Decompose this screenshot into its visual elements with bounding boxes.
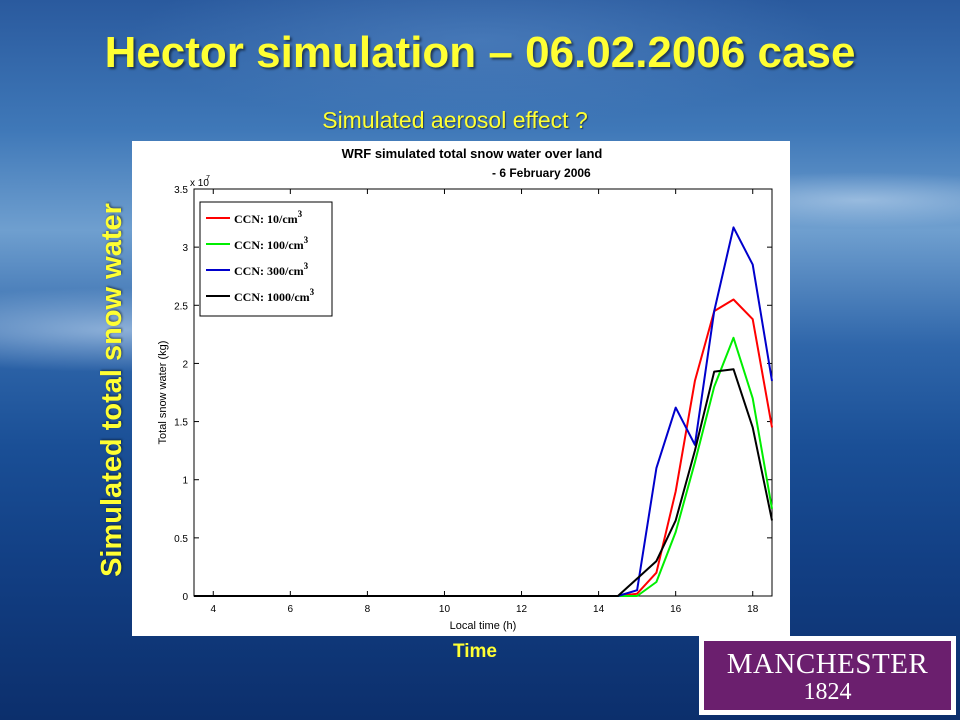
slide-title: Hector simulation – 06.02.2006 case: [104, 28, 856, 77]
university-logo: MANCHESTER 1824: [699, 636, 956, 715]
series-lines: [194, 226, 773, 597]
legend-label: CCN: 100/cm3: [234, 235, 309, 252]
x-tick-label: 6: [288, 604, 294, 615]
logo-name: MANCHESTER: [726, 648, 929, 680]
chart-subtitle: - 6 February 2006: [492, 166, 591, 180]
y-multiplier: x 10: [190, 178, 209, 189]
y-tick-label: 3: [182, 243, 188, 254]
y-tick-label: 1.5: [174, 418, 188, 429]
y-tick-label: 2: [182, 359, 188, 370]
x-tick-label: 18: [747, 604, 759, 615]
chart-panel: WRF simulated total snow water over land…: [132, 141, 790, 636]
chart-title: WRF simulated total snow water over land: [342, 146, 603, 161]
slide-x-axis-label: Time: [452, 641, 497, 662]
legend-label: CCN: 1000/cm3: [234, 287, 315, 304]
legend-label-exponent: 3: [310, 287, 315, 297]
y-tick-label: 3.5: [174, 185, 188, 196]
snow-water-chart: WRF simulated total snow water over land…: [157, 146, 773, 632]
legend-label: CCN: 300/cm3: [234, 261, 309, 278]
series-line-4: [194, 368, 773, 597]
y-multiplier-exponent: 7: [206, 175, 210, 182]
legend: CCN: 10/cm3 CCN: 100/cm3 CCN: 300/cm3 CCN: …: [199, 201, 333, 317]
legend-label-exponent: 3: [304, 235, 309, 245]
y-axis-label: Total snow water (kg): [157, 341, 169, 445]
slide-subtitle: Simulated aerosol effect ?: [322, 107, 588, 133]
logo-year: 1824: [803, 679, 852, 705]
x-tick-label: 10: [439, 604, 451, 615]
x-tick-label: 14: [593, 604, 605, 615]
x-tick-label: 4: [210, 604, 216, 615]
legend-label-exponent: 3: [298, 209, 303, 219]
y-tick-label: 1: [182, 476, 188, 487]
y-tick-label: 0: [182, 592, 188, 603]
y-tick-label: 0.5: [174, 534, 188, 545]
slide-y-axis-label: Simulated total snow water: [96, 203, 128, 577]
legend-label-exponent: 3: [304, 261, 309, 271]
logo-badge: MANCHESTER 1824: [704, 641, 951, 710]
series-line-2: [194, 336, 773, 597]
x-axis-label: Local time (h): [450, 620, 517, 632]
series-line-1: [194, 298, 773, 597]
legend-label: CCN: 10/cm3: [234, 209, 303, 226]
x-tick-label: 12: [516, 604, 528, 615]
y-tick-label: 2.5: [174, 301, 188, 312]
x-tick-label: 16: [670, 604, 682, 615]
series-line-3: [194, 226, 773, 597]
x-tick-label: 8: [365, 604, 371, 615]
